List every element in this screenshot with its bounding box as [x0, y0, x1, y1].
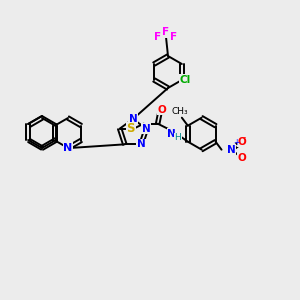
Text: O: O: [237, 137, 246, 147]
Text: N: N: [167, 129, 176, 139]
Text: N: N: [227, 145, 236, 155]
Text: O: O: [237, 153, 246, 163]
Text: N: N: [129, 114, 137, 124]
Text: F: F: [162, 27, 169, 37]
Text: +: +: [233, 138, 240, 147]
Text: S: S: [126, 122, 135, 135]
Text: -: -: [243, 133, 246, 142]
Text: CH₃: CH₃: [172, 107, 188, 116]
Text: O: O: [157, 105, 166, 115]
Text: Cl: Cl: [179, 75, 190, 85]
Text: N: N: [63, 143, 73, 153]
Text: N: N: [137, 139, 146, 149]
Text: F: F: [154, 32, 162, 42]
Text: F: F: [170, 32, 178, 42]
Text: H: H: [174, 133, 181, 142]
Text: N: N: [142, 124, 151, 134]
